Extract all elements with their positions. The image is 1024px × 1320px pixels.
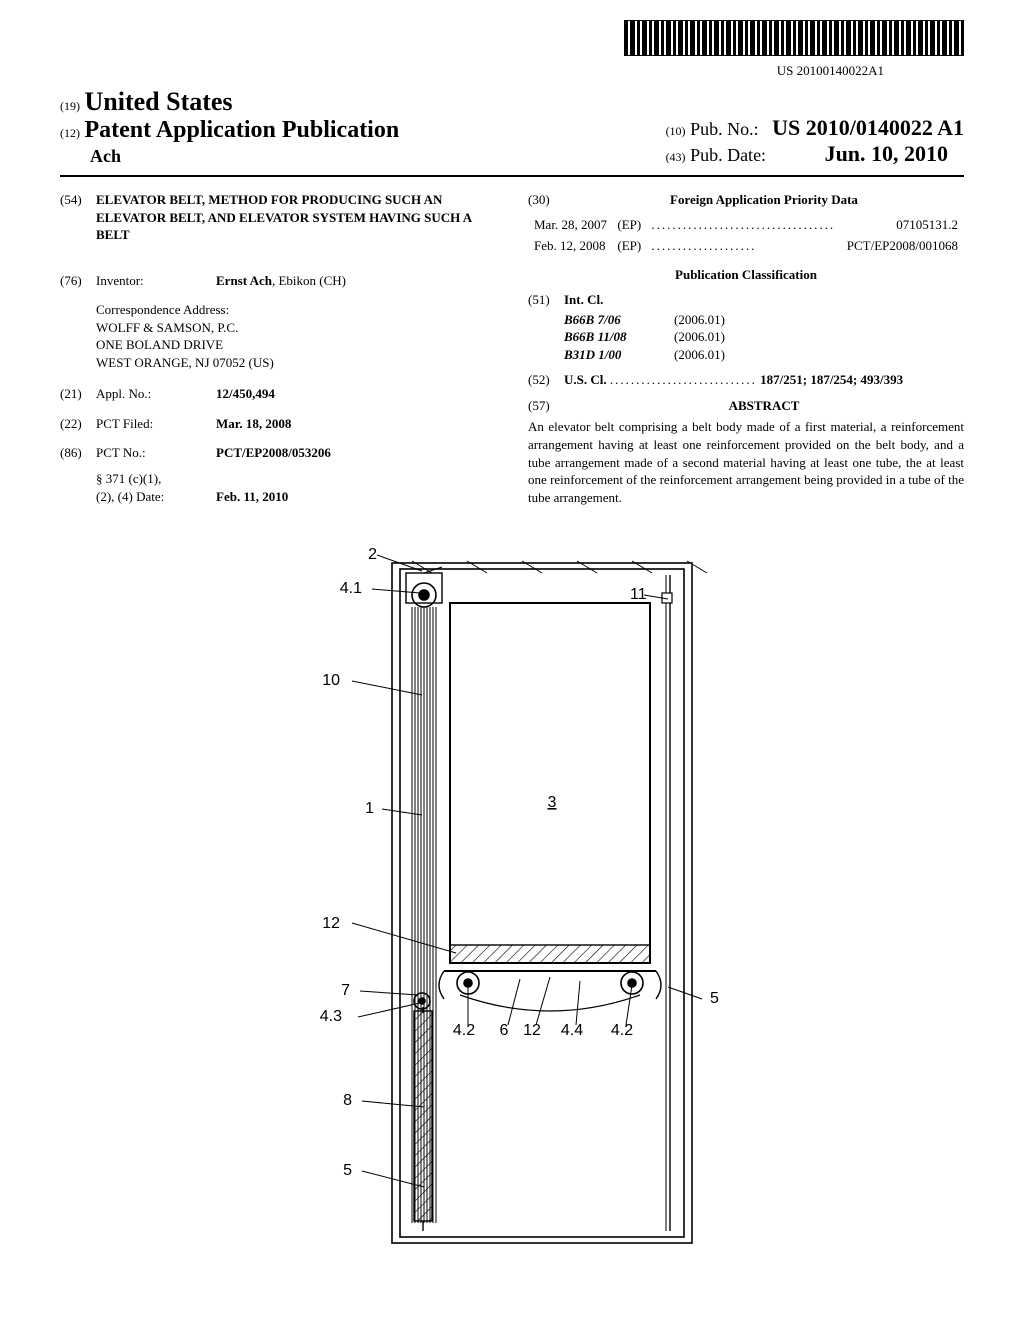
dots: .................... <box>647 236 840 256</box>
code-57: (57) <box>528 397 564 415</box>
intcl-code: B66B 7/06 <box>564 311 674 329</box>
foreign-region: (EP) <box>613 236 645 256</box>
svg-text:2: 2 <box>368 546 377 563</box>
foreign-date: Mar. 28, 2007 <box>530 215 611 235</box>
patent-figure: 2 4.1 10 1 12 7 4.3 8 5 11 5 4.2 6 12 4.4 4.2 3 <box>232 535 792 1255</box>
svg-text:5: 5 <box>710 990 719 1007</box>
foreign-priority-row: Mar. 28, 2007(EP).......................… <box>530 215 962 235</box>
svg-text:6: 6 <box>500 1022 509 1039</box>
foreign-num: 07105131.2 <box>842 215 962 235</box>
svg-text:12: 12 <box>523 1022 541 1039</box>
foreign-title: Foreign Application Priority Data <box>564 191 964 209</box>
applno-label: Appl. No.: <box>96 385 216 403</box>
author-name: Ach <box>90 146 399 167</box>
intcl-code: B66B 11/08 <box>564 328 674 346</box>
figure-area: 2 4.1 10 1 12 7 4.3 8 5 11 5 4.2 6 12 4.4 4.2 3 <box>60 535 964 1260</box>
header-row: (19) United States (12) Patent Applicati… <box>60 87 964 167</box>
inventor-location: , Ebikon (CH) <box>272 273 346 288</box>
invention-title: ELEVATOR BELT, METHOD FOR PRODUCING SUCH… <box>96 191 496 244</box>
foreign-priority-row: Feb. 12, 2008(EP)....................PCT… <box>530 236 962 256</box>
pubdate-value: Jun. 10, 2010 <box>825 141 948 166</box>
svg-text:11: 11 <box>630 586 647 603</box>
inventor-label: Inventor: <box>96 272 216 290</box>
svg-text:5: 5 <box>343 1162 352 1179</box>
pubno-label: Pub. No.: <box>690 119 759 139</box>
intcl-year: (2006.01) <box>674 347 725 362</box>
foreign-priority-table: Mar. 28, 2007(EP).......................… <box>528 213 964 258</box>
divider <box>60 175 964 177</box>
right-column: (30) Foreign Application Priority Data M… <box>528 191 964 517</box>
s371-date-label: (2), (4) Date: <box>96 488 216 506</box>
uscl-dots: ............................ <box>610 372 757 387</box>
code-30: (30) <box>528 191 564 209</box>
svg-text:1: 1 <box>365 800 374 817</box>
svg-text:4.3: 4.3 <box>320 1008 342 1025</box>
code-12: (12) <box>60 126 80 140</box>
intcl-row: B66B 7/06(2006.01) <box>564 311 964 329</box>
corr-line2: ONE BOLAND DRIVE <box>96 336 496 354</box>
pubclass-title: Publication Classification <box>528 266 964 284</box>
uscl-value: 187/251; 187/254; 493/393 <box>760 372 903 387</box>
publication-type: Patent Application Publication <box>85 117 400 143</box>
code-54: (54) <box>60 191 96 260</box>
foreign-num: PCT/EP2008/001068 <box>842 236 962 256</box>
svg-text:7: 7 <box>341 982 350 999</box>
applno-value: 12/450,494 <box>216 385 496 403</box>
intcl-code: B31D 1/00 <box>564 346 674 364</box>
code-21: (21) <box>60 385 96 403</box>
svg-text:4.4: 4.4 <box>561 1022 583 1039</box>
pubdate-label: Pub. Date: <box>690 145 766 165</box>
pctno-label: PCT No.: <box>96 444 216 462</box>
code-51: (51) <box>528 291 564 309</box>
inventor-name: Ernst Ach <box>216 273 272 288</box>
foreign-region: (EP) <box>613 215 645 235</box>
code-10: (10) <box>666 124 686 138</box>
abstract-title: ABSTRACT <box>564 397 964 415</box>
header-left: (19) United States (12) Patent Applicati… <box>60 87 399 167</box>
pctfiled-label: PCT Filed: <box>96 415 216 433</box>
foreign-date: Feb. 12, 2008 <box>530 236 611 256</box>
s371-date-value: Feb. 11, 2010 <box>216 488 496 506</box>
barcode-graphic <box>624 20 964 56</box>
intcl-label: Int. Cl. <box>564 291 603 309</box>
barcode-number: US 20100140022A1 <box>60 63 884 79</box>
country: United States <box>85 87 233 116</box>
code-76: (76) <box>60 272 96 290</box>
code-86: (86) <box>60 444 96 462</box>
corr-line1: WOLFF & SAMSON, P.C. <box>96 319 496 337</box>
corr-label: Correspondence Address: <box>96 301 496 319</box>
s371-label: § 371 (c)(1), <box>96 470 216 488</box>
abstract-text: An elevator belt comprising a belt body … <box>528 418 964 506</box>
svg-text:8: 8 <box>343 1092 352 1109</box>
code-52: (52) <box>528 371 564 389</box>
svg-text:4.1: 4.1 <box>340 580 362 597</box>
left-column: (54) ELEVATOR BELT, METHOD FOR PRODUCING… <box>60 191 496 517</box>
code-19: (19) <box>60 99 80 113</box>
code-22: (22) <box>60 415 96 433</box>
code-43: (43) <box>666 150 686 164</box>
barcode-area: US 20100140022A1 <box>60 20 964 79</box>
header-right: (10) Pub. No.: US 2010/0140022 A1 (43) P… <box>666 115 964 167</box>
svg-text:4.2: 4.2 <box>453 1022 475 1039</box>
pctfiled-value: Mar. 18, 2008 <box>216 415 496 433</box>
correspondence-address: Correspondence Address: WOLFF & SAMSON, … <box>96 301 496 371</box>
svg-text:10: 10 <box>322 672 340 689</box>
pubno-value: US 2010/0140022 A1 <box>772 115 964 140</box>
biblio-columns: (54) ELEVATOR BELT, METHOD FOR PRODUCING… <box>60 191 964 517</box>
intcl-row: B31D 1/00(2006.01) <box>564 346 964 364</box>
intcl-year: (2006.01) <box>674 312 725 327</box>
intcl-year: (2006.01) <box>674 329 725 344</box>
pctno-value: PCT/EP2008/053206 <box>216 444 496 462</box>
svg-text:3: 3 <box>548 794 557 811</box>
dots: ................................... <box>647 215 840 235</box>
corr-line3: WEST ORANGE, NJ 07052 (US) <box>96 354 496 372</box>
uscl-label: U.S. Cl. <box>564 372 607 387</box>
intcl-row: B66B 11/08(2006.01) <box>564 328 964 346</box>
svg-text:12: 12 <box>322 915 340 932</box>
svg-text:4.2: 4.2 <box>611 1022 633 1039</box>
